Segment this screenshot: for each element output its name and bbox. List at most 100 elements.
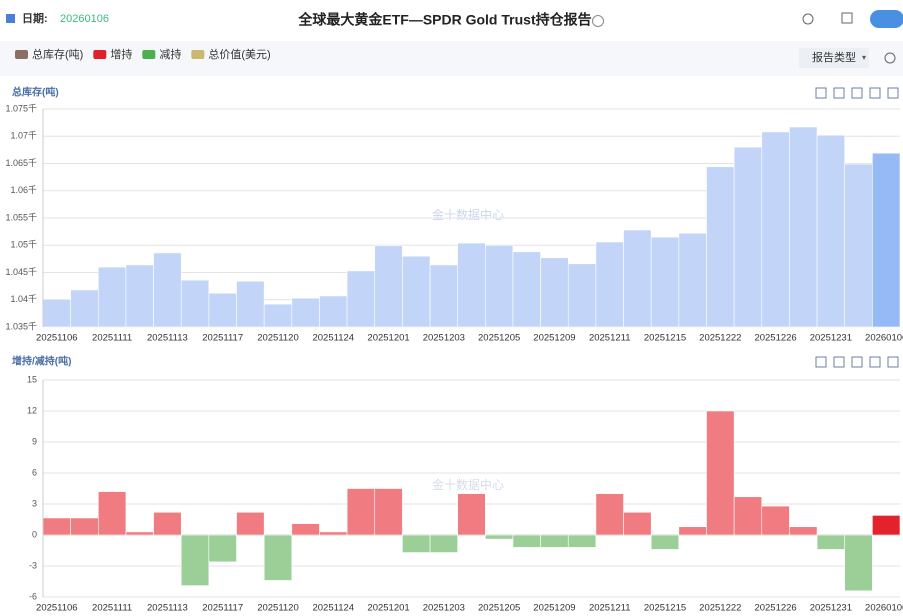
toolbar-close-icon[interactable] — [869, 87, 881, 99]
page-title: 全球最大黄金ETF—SPDR Gold Trust持仓报告 — [297, 12, 591, 28]
report-type-button[interactable] — [799, 48, 869, 68]
x-tick-label: 20251209 — [533, 603, 575, 614]
x-tick-label: 20251226 — [754, 333, 796, 344]
bar — [623, 511, 652, 536]
x-tick-label: 20251215 — [644, 603, 686, 614]
bar — [180, 279, 210, 328]
x-tick-label: 20251215 — [644, 333, 686, 344]
y-tick-label: 3 — [32, 498, 37, 508]
legend-swatch — [15, 50, 28, 59]
report-type-text[interactable]: 报告类型 — [812, 50, 856, 64]
bar — [42, 517, 71, 536]
info-icon[interactable] — [592, 15, 604, 27]
x-tick-label: 20251231 — [810, 603, 852, 614]
dropdown-arrow: ▾ — [862, 53, 866, 62]
x-tick-label: 20251205 — [478, 333, 520, 344]
y-tick-label: 1.07千 — [10, 131, 37, 141]
x-tick-label: 20251201 — [367, 603, 409, 614]
chart-toggle[interactable] — [870, 10, 903, 28]
bar — [236, 280, 265, 328]
y-tick-label: 15 — [27, 374, 37, 384]
x-tick-label: 20251203 — [423, 333, 465, 344]
toolbar-line-icon[interactable] — [815, 87, 827, 99]
bar — [97, 491, 127, 536]
bar — [678, 526, 707, 536]
bar — [706, 166, 735, 328]
toolbar-bar-icon[interactable] — [833, 356, 845, 368]
y-tick-label: 1.035千 — [5, 321, 37, 331]
toolbar-download-icon[interactable] — [851, 87, 863, 99]
toolbar-bar-icon[interactable] — [833, 87, 845, 99]
y-tick-label: 0 — [32, 529, 37, 539]
bar — [457, 493, 486, 536]
bar — [706, 410, 735, 536]
bar — [761, 131, 790, 328]
bar — [595, 241, 624, 328]
y-tick-label: -3 — [29, 560, 37, 570]
toolbar-download-icon[interactable] — [851, 356, 863, 368]
y-tick-label: 1.045千 — [5, 267, 37, 277]
bar — [872, 515, 901, 536]
y-tick-label: 12 — [27, 405, 37, 415]
bar — [844, 534, 873, 592]
refresh-icon[interactable] — [802, 13, 814, 25]
toolbar-close-icon[interactable] — [869, 356, 881, 368]
x-tick-label: 20260106 — [865, 603, 903, 614]
date-value: 20260106 — [60, 13, 109, 25]
x-tick-label: 20251201 — [367, 333, 409, 344]
bar — [650, 534, 680, 550]
date-label: 日期: — [22, 11, 48, 25]
toolbar-doc-icon[interactable] — [887, 87, 899, 99]
bar — [816, 534, 846, 550]
bar — [512, 534, 541, 548]
x-tick-label: 20251120 — [257, 333, 299, 344]
x-tick-label: 20251211 — [589, 603, 631, 614]
bar — [125, 264, 154, 328]
bar — [733, 496, 763, 536]
bar — [678, 232, 707, 328]
bar — [595, 493, 624, 536]
y-tick-label: 1.065千 — [5, 158, 37, 168]
bar — [346, 488, 376, 536]
chart-title: 增持/减持(吨) — [12, 355, 71, 368]
calendar-icon — [6, 14, 15, 23]
bar — [402, 255, 431, 328]
bar — [567, 534, 597, 548]
bar — [540, 534, 569, 548]
x-tick-label: 20251211 — [589, 333, 631, 344]
bar — [733, 146, 763, 328]
bar — [485, 534, 514, 540]
toolbar-doc-icon[interactable] — [887, 356, 899, 368]
bar — [429, 264, 458, 328]
x-tick-label: 20251117 — [202, 603, 243, 614]
bar — [153, 511, 182, 536]
x-tick-label: 20251203 — [423, 603, 465, 614]
bar — [374, 245, 403, 328]
toolbar-line-icon[interactable] — [815, 356, 827, 368]
bar — [319, 295, 348, 328]
legend-label: 增持 — [110, 47, 132, 61]
x-tick-label: 20251111 — [92, 333, 132, 344]
bar — [402, 534, 431, 553]
reload-icon[interactable] — [884, 52, 896, 64]
bar — [208, 292, 237, 328]
bar — [789, 126, 818, 328]
x-tick-label: 20251124 — [312, 333, 354, 344]
bar — [844, 163, 873, 328]
x-tick-label: 20251222 — [699, 603, 741, 614]
x-tick-label: 20251113 — [147, 603, 188, 614]
grid-icon[interactable] — [841, 12, 853, 24]
bar — [70, 517, 99, 536]
legend-swatch — [142, 50, 156, 59]
legend-label: 总库存(吨) — [32, 47, 83, 61]
bar — [623, 229, 652, 328]
bar — [374, 488, 403, 536]
bar — [457, 242, 486, 328]
x-tick-label: 20251111 — [92, 603, 132, 614]
legend-bar — [0, 41, 903, 76]
bar — [512, 251, 541, 328]
legend-swatch — [191, 50, 205, 59]
y-tick-label: 1.075千 — [5, 103, 37, 113]
bar — [291, 523, 320, 536]
y-tick-label: 6 — [32, 467, 37, 477]
